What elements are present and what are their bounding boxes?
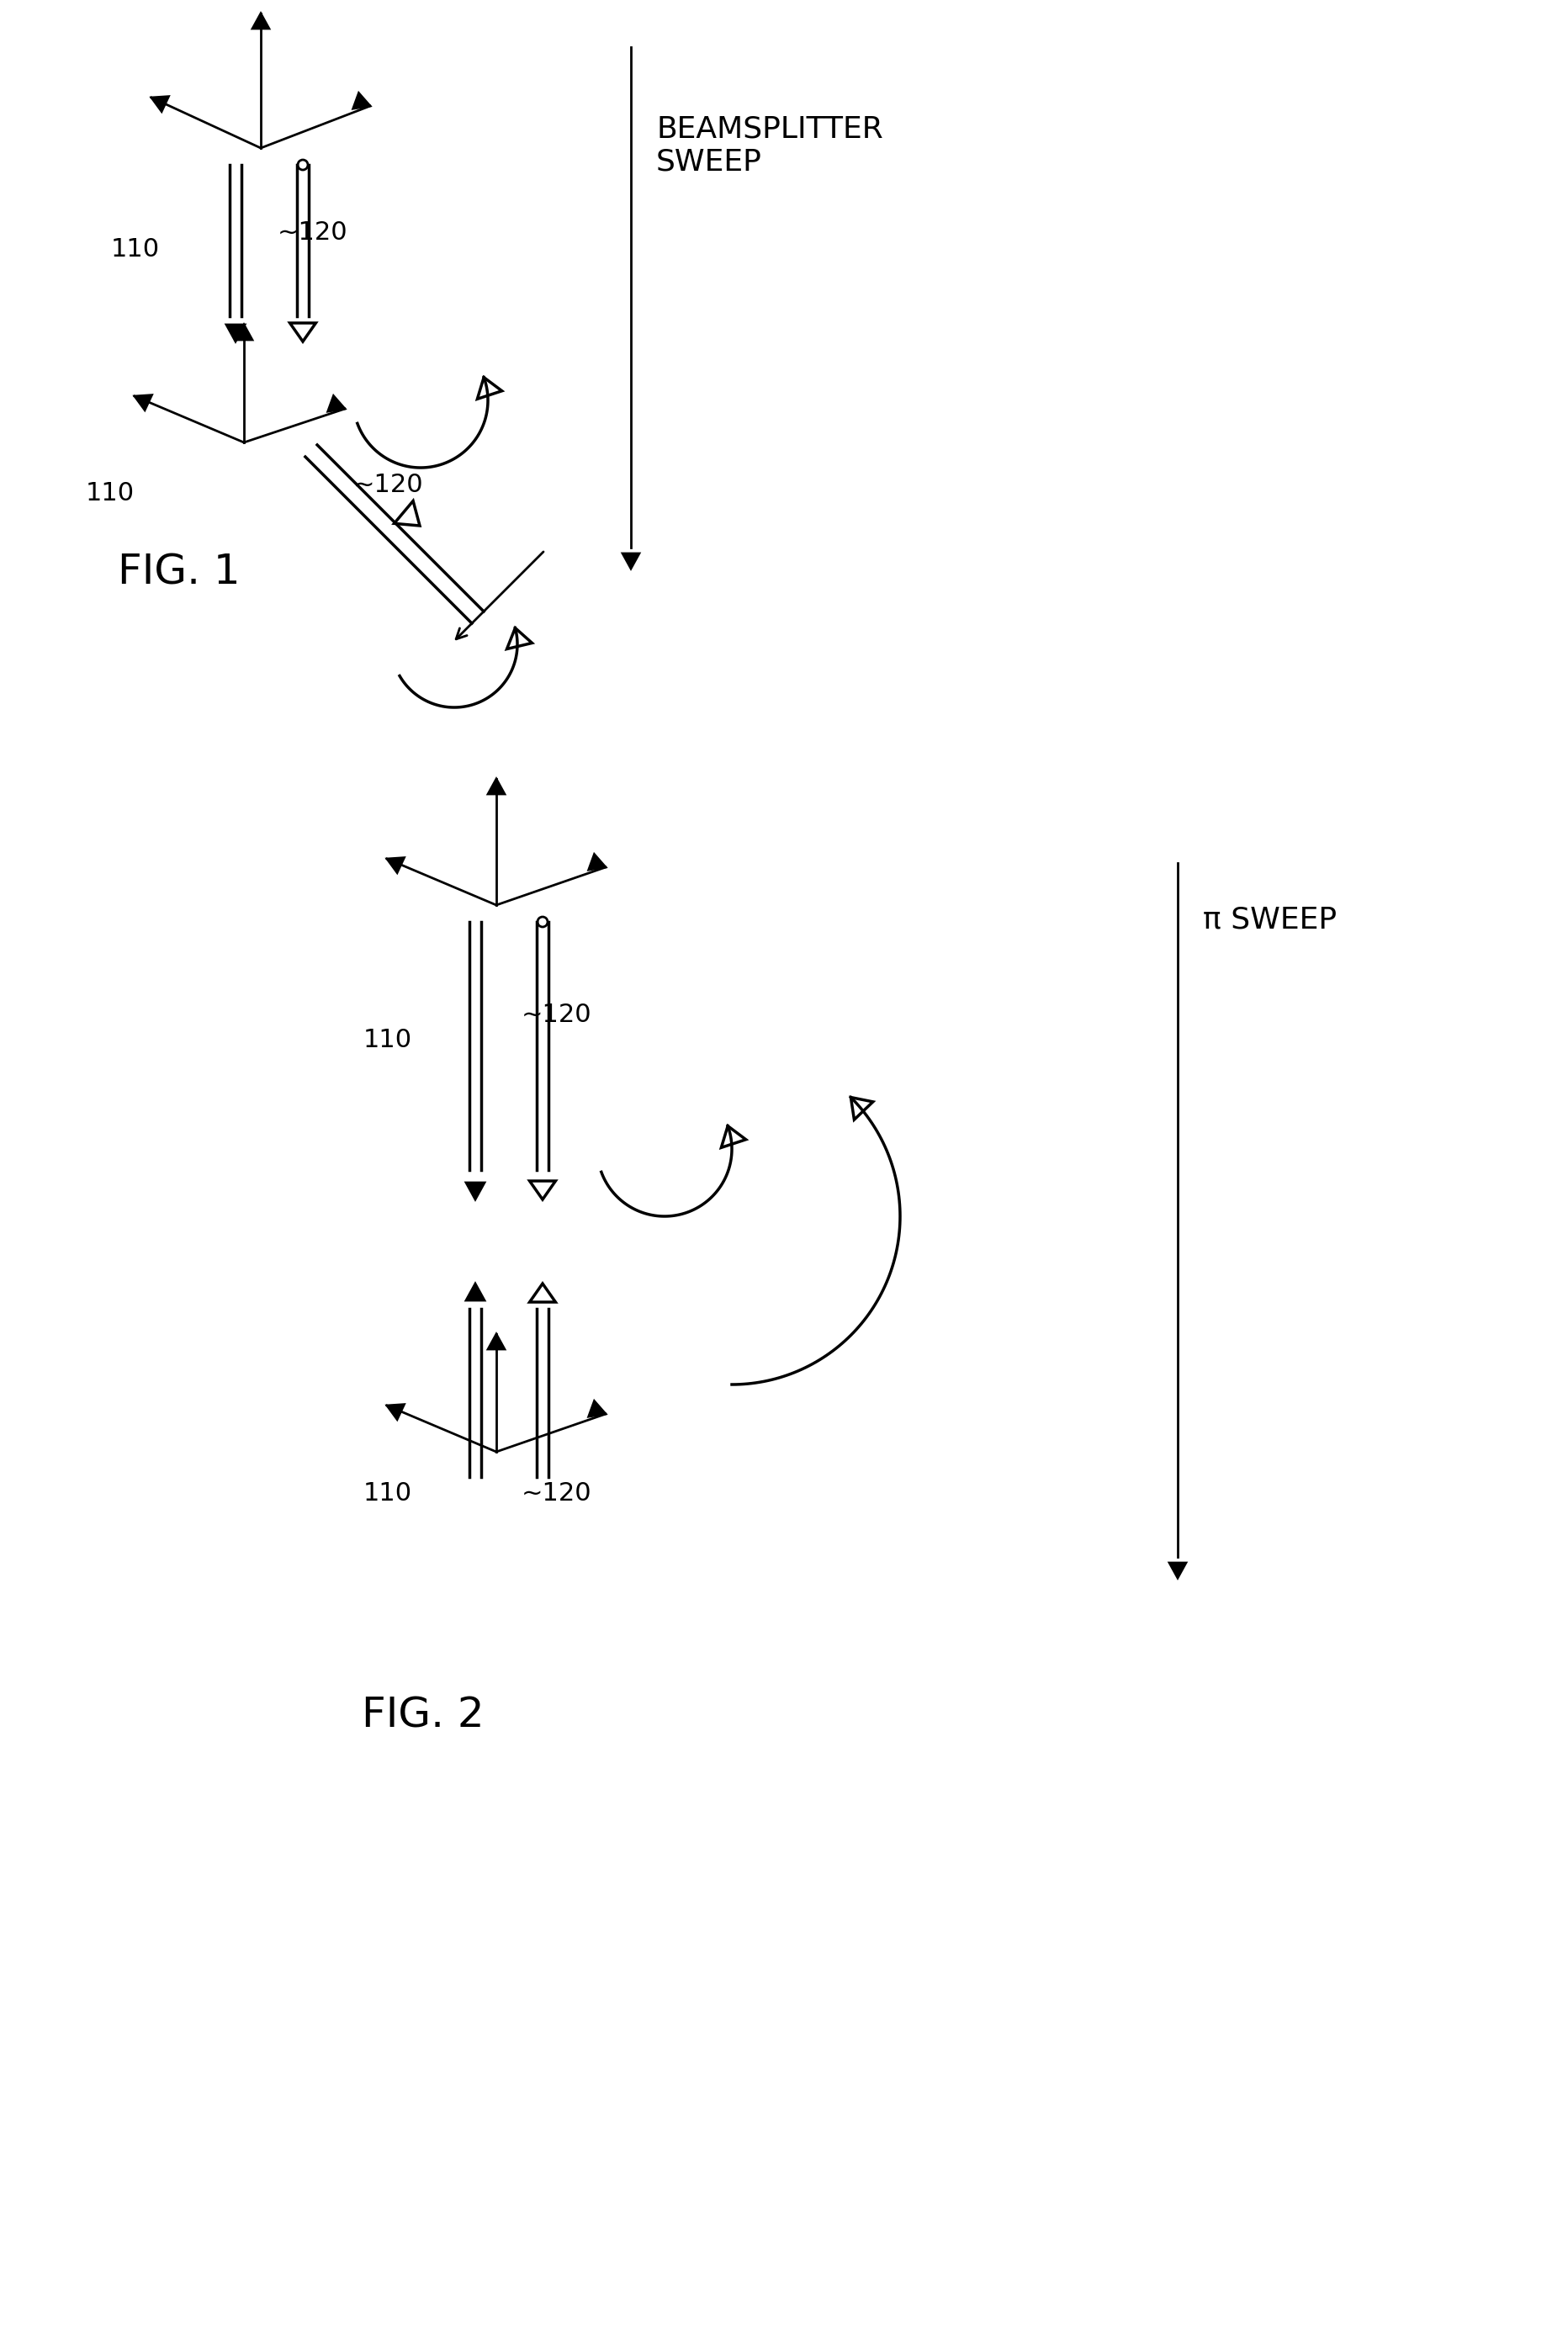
Text: FIG. 1: FIG. 1	[118, 551, 240, 593]
Polygon shape	[387, 1403, 405, 1420]
Polygon shape	[488, 780, 505, 794]
Text: 110: 110	[111, 236, 160, 262]
Polygon shape	[152, 96, 169, 112]
Polygon shape	[466, 1182, 485, 1200]
Polygon shape	[328, 397, 345, 411]
Text: ~120: ~120	[278, 219, 348, 245]
Text: ~120: ~120	[522, 1483, 591, 1506]
Polygon shape	[588, 1401, 605, 1417]
Polygon shape	[488, 1333, 505, 1350]
Text: 110: 110	[364, 1483, 412, 1506]
Text: ~120: ~120	[522, 1002, 591, 1027]
Text: ~120: ~120	[353, 472, 423, 497]
Circle shape	[538, 918, 547, 927]
Polygon shape	[622, 553, 640, 570]
Polygon shape	[226, 325, 245, 341]
Polygon shape	[252, 14, 270, 28]
Text: π SWEEP: π SWEEP	[1203, 906, 1338, 934]
Text: BEAMSPLITTER
SWEEP: BEAMSPLITTER SWEEP	[655, 114, 883, 175]
Polygon shape	[135, 395, 152, 411]
Polygon shape	[1170, 1562, 1185, 1578]
Polygon shape	[466, 1284, 485, 1301]
Polygon shape	[353, 93, 370, 110]
Polygon shape	[235, 325, 252, 341]
Polygon shape	[387, 857, 405, 873]
Text: 110: 110	[86, 481, 135, 504]
Text: 110: 110	[364, 1027, 412, 1051]
Polygon shape	[588, 855, 605, 871]
Circle shape	[298, 159, 307, 170]
Text: FIG. 2: FIG. 2	[362, 1695, 485, 1737]
